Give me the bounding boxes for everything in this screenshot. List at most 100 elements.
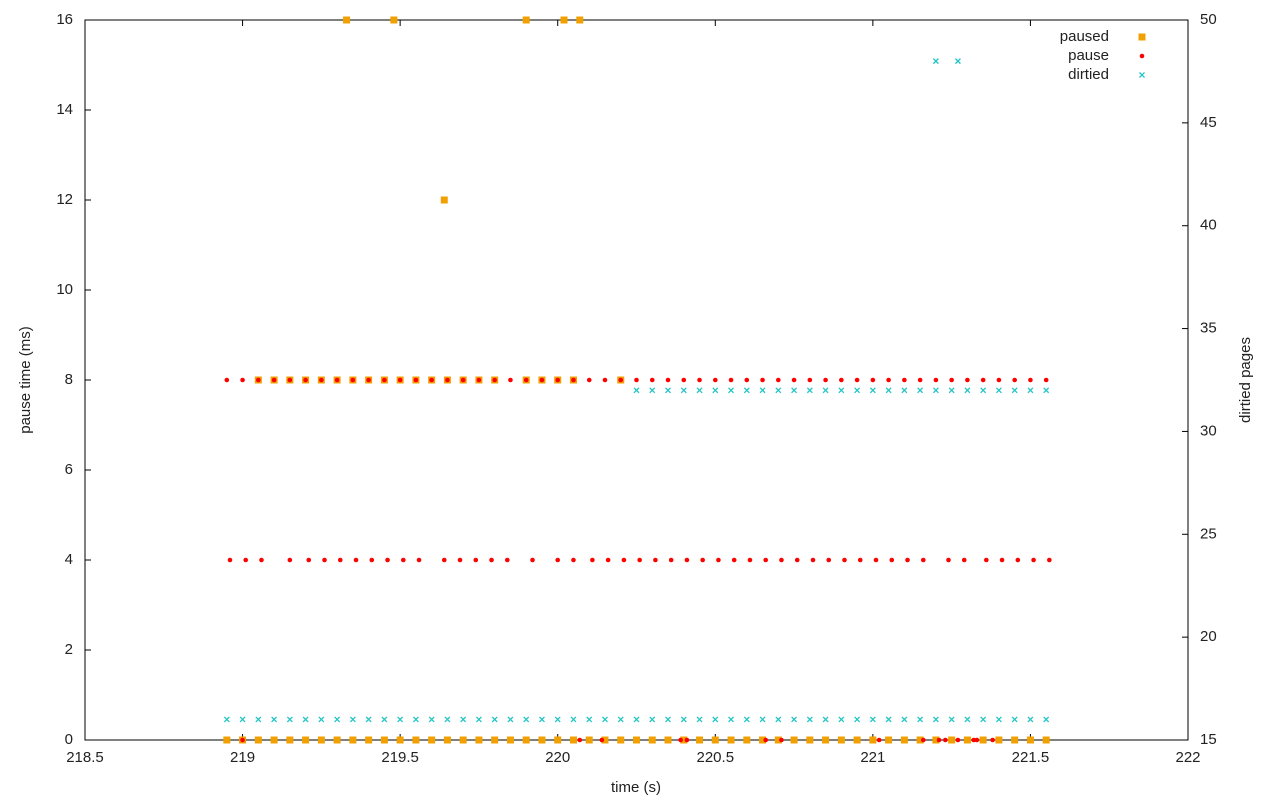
- y-tick-label: 6: [65, 461, 73, 478]
- point: [255, 716, 262, 723]
- point: [287, 557, 293, 563]
- point: [854, 387, 861, 394]
- point: [995, 387, 1002, 394]
- point: [317, 736, 325, 744]
- point: [665, 387, 671, 394]
- point: [538, 716, 545, 723]
- point: [1043, 387, 1050, 394]
- point: [763, 557, 769, 563]
- point: [507, 716, 514, 723]
- point: [838, 716, 845, 723]
- point: [349, 736, 357, 744]
- point: [476, 377, 482, 383]
- point: [995, 736, 1003, 744]
- point: [759, 716, 766, 723]
- point: [920, 557, 926, 563]
- point: [554, 716, 561, 723]
- point: [775, 716, 782, 723]
- point: [240, 737, 245, 743]
- point: [322, 557, 327, 563]
- point: [779, 737, 784, 743]
- legend-label: pause: [1068, 47, 1109, 64]
- point: [349, 716, 356, 723]
- point: [504, 557, 510, 563]
- point: [224, 377, 230, 383]
- point: [491, 716, 498, 723]
- point: [523, 377, 529, 383]
- point: [617, 736, 625, 744]
- y-tick-label: 14: [56, 101, 73, 118]
- point: [390, 16, 398, 24]
- point: [728, 716, 735, 723]
- point: [974, 737, 980, 743]
- point: [473, 557, 479, 563]
- point: [634, 377, 639, 383]
- point: [259, 557, 264, 563]
- point: [576, 16, 584, 24]
- point: [744, 377, 750, 383]
- point: [633, 387, 640, 394]
- point: [491, 736, 499, 744]
- point: [728, 387, 735, 394]
- point: [333, 736, 341, 744]
- point: [412, 736, 420, 744]
- point: [775, 387, 782, 394]
- point: [905, 557, 910, 563]
- point: [1015, 557, 1021, 563]
- point: [475, 736, 483, 744]
- point: [602, 716, 608, 723]
- point: [885, 736, 893, 744]
- point: [965, 377, 970, 383]
- point: [961, 557, 967, 563]
- point: [995, 716, 1002, 723]
- point: [854, 377, 860, 383]
- y-tick-label: 10: [56, 281, 73, 298]
- point: [759, 387, 766, 394]
- point: [302, 736, 310, 744]
- point: [365, 736, 373, 744]
- point: [932, 58, 939, 65]
- point: [854, 716, 861, 723]
- point: [1011, 387, 1018, 394]
- point: [570, 716, 577, 723]
- point: [932, 716, 939, 723]
- y-tick-label: 8: [65, 371, 73, 388]
- y-tick-label: 0: [65, 731, 73, 748]
- point: [649, 387, 656, 394]
- y-tick-label: 12: [56, 191, 73, 208]
- point: [826, 557, 832, 563]
- point: [227, 557, 233, 563]
- point: [416, 557, 422, 563]
- point: [839, 377, 844, 383]
- point: [990, 737, 995, 743]
- point: [869, 716, 876, 723]
- legend-marker: [1138, 33, 1146, 41]
- point: [1043, 716, 1050, 723]
- point: [1026, 736, 1034, 744]
- point: [366, 377, 371, 383]
- point: [243, 557, 249, 563]
- point: [492, 377, 497, 383]
- point: [302, 716, 309, 723]
- point: [318, 716, 325, 723]
- point: [743, 716, 750, 723]
- point: [440, 196, 448, 204]
- point: [633, 736, 640, 744]
- point: [555, 557, 561, 563]
- point: [920, 737, 926, 743]
- point: [601, 736, 609, 744]
- point: [306, 557, 312, 563]
- y-tick-label: 4: [65, 551, 73, 568]
- point: [885, 387, 892, 394]
- point: [842, 557, 847, 563]
- point: [900, 736, 908, 744]
- point: [946, 557, 951, 563]
- point: [539, 377, 545, 383]
- point: [837, 736, 845, 744]
- point: [1011, 736, 1019, 744]
- point: [996, 377, 1002, 383]
- point: [621, 557, 627, 563]
- point: [791, 387, 798, 394]
- point: [889, 557, 895, 563]
- point: [943, 737, 948, 743]
